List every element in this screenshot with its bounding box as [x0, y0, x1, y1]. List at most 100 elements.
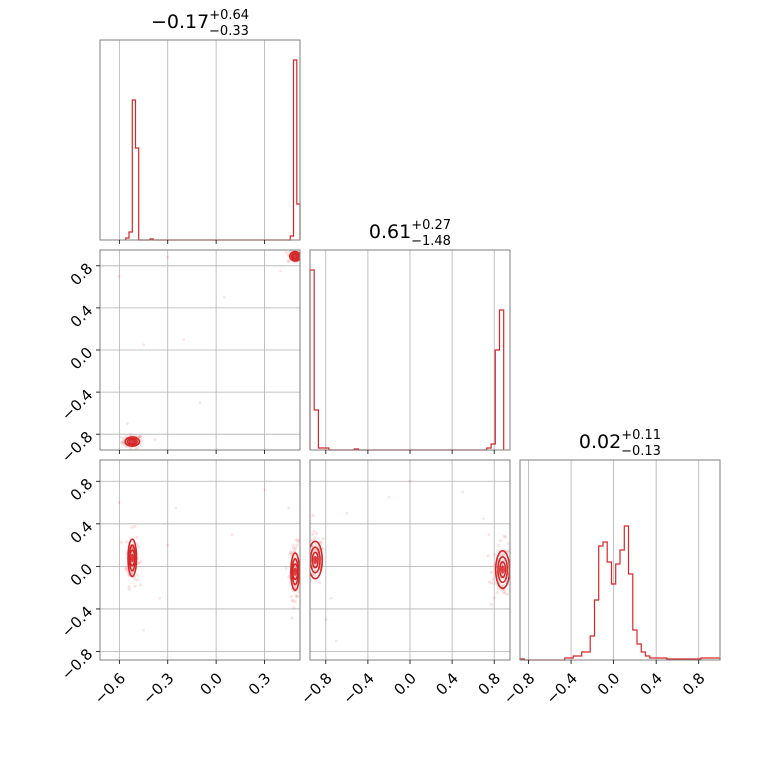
axes-frame	[519, 459, 721, 661]
sample-point	[306, 575, 309, 578]
sample-point	[119, 540, 124, 544]
sample-point	[492, 596, 496, 600]
density-peak	[313, 555, 318, 565]
title-plus: +0.11	[621, 428, 661, 443]
sample-point	[482, 517, 486, 520]
sample-point	[293, 549, 297, 553]
sample-point	[495, 591, 499, 595]
sample-point	[313, 573, 317, 577]
sample-point	[117, 274, 121, 278]
sample-point	[138, 434, 142, 439]
sample-point	[174, 506, 178, 510]
hist-bin	[611, 584, 615, 660]
sample-point	[120, 440, 124, 444]
sample-point	[345, 511, 349, 515]
sample-point	[128, 446, 133, 450]
sample-point	[222, 295, 226, 299]
density-peak	[130, 439, 135, 444]
y-tick-label: 0.8	[67, 475, 97, 505]
sample-point	[292, 605, 296, 610]
sample-point	[304, 584, 307, 587]
hist-bin	[590, 636, 594, 660]
sample-point	[487, 580, 491, 584]
density-contour	[310, 546, 321, 574]
sample-point	[318, 540, 322, 544]
param-title-1: 0.61+0.27 −1.48	[369, 218, 451, 249]
sample-point	[142, 628, 145, 632]
sample-point	[123, 567, 128, 572]
histogram-0	[125, 59, 301, 241]
x-tick-label: −0.4	[339, 669, 377, 707]
hist-bin	[314, 410, 318, 450]
sample-point	[182, 338, 186, 341]
sample-point	[294, 546, 298, 550]
sample-point	[291, 543, 295, 548]
title-plus: +0.64	[209, 8, 249, 23]
sample-point	[137, 545, 141, 549]
histogram-2	[519, 525, 721, 661]
title-value: −0.17	[151, 11, 209, 33]
sample-point	[139, 560, 143, 564]
y-tick-label: 0.0	[67, 344, 97, 374]
sample-point	[314, 549, 318, 553]
axes-frame	[99, 459, 301, 661]
sample-point	[294, 538, 298, 542]
sample-point	[117, 501, 121, 504]
hist-bin	[290, 236, 293, 240]
sample-point	[131, 571, 135, 575]
sample-point	[461, 490, 465, 494]
density-peak	[130, 553, 135, 563]
sample-point	[230, 533, 234, 536]
sample-point	[296, 538, 300, 542]
sample-point	[303, 560, 306, 563]
hist-bin	[620, 550, 624, 660]
sample-point	[506, 592, 510, 596]
y-tick-label: −0.4	[58, 603, 96, 641]
density-contour	[128, 549, 136, 567]
sample-point	[499, 553, 503, 557]
hist-bin	[599, 546, 603, 660]
sample-point	[137, 561, 141, 565]
sample-point	[503, 588, 507, 592]
density-contour	[291, 253, 299, 260]
title-minus: −0.33	[209, 24, 249, 39]
sample-point	[334, 639, 338, 643]
sample-point	[302, 257, 305, 260]
scatter-layer	[117, 250, 305, 450]
hist-bin	[491, 444, 495, 450]
x-tick-label: −0.4	[542, 669, 580, 707]
y-tick-label: 0.4	[67, 517, 97, 547]
sample-point	[493, 581, 497, 585]
sample-point	[287, 259, 291, 263]
sample-point	[126, 422, 129, 426]
sample-point	[121, 440, 125, 444]
hist-bin	[135, 148, 138, 240]
sample-point	[284, 566, 288, 571]
sample-point	[310, 578, 313, 582]
sample-point	[136, 573, 140, 577]
density-contour	[289, 250, 300, 262]
sample-point	[507, 550, 510, 554]
param-title-2: 0.02+0.11 −0.13	[579, 428, 661, 459]
sample-point	[487, 533, 491, 536]
hist-bin	[495, 350, 499, 450]
sample-point	[311, 532, 315, 536]
sample-point	[314, 568, 318, 573]
sample-point	[313, 541, 317, 545]
hist-bin	[499, 310, 503, 450]
sample-point	[289, 594, 293, 599]
sample-point	[124, 434, 128, 439]
sample-point	[296, 590, 300, 594]
title-minus: −0.13	[621, 444, 661, 459]
sample-point	[288, 552, 292, 557]
sample-point	[289, 552, 294, 556]
sample-point	[122, 438, 126, 442]
sample-point	[166, 255, 170, 259]
hist-bin	[294, 60, 297, 240]
sample-point	[301, 256, 304, 259]
sample-point	[135, 535, 139, 540]
hist-bin	[633, 630, 637, 660]
sample-point	[286, 259, 290, 263]
sample-point	[287, 506, 291, 510]
